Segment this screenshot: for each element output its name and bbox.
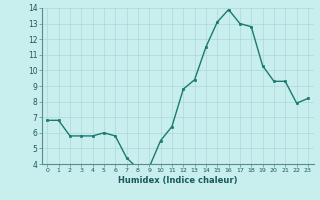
X-axis label: Humidex (Indice chaleur): Humidex (Indice chaleur) — [118, 176, 237, 185]
